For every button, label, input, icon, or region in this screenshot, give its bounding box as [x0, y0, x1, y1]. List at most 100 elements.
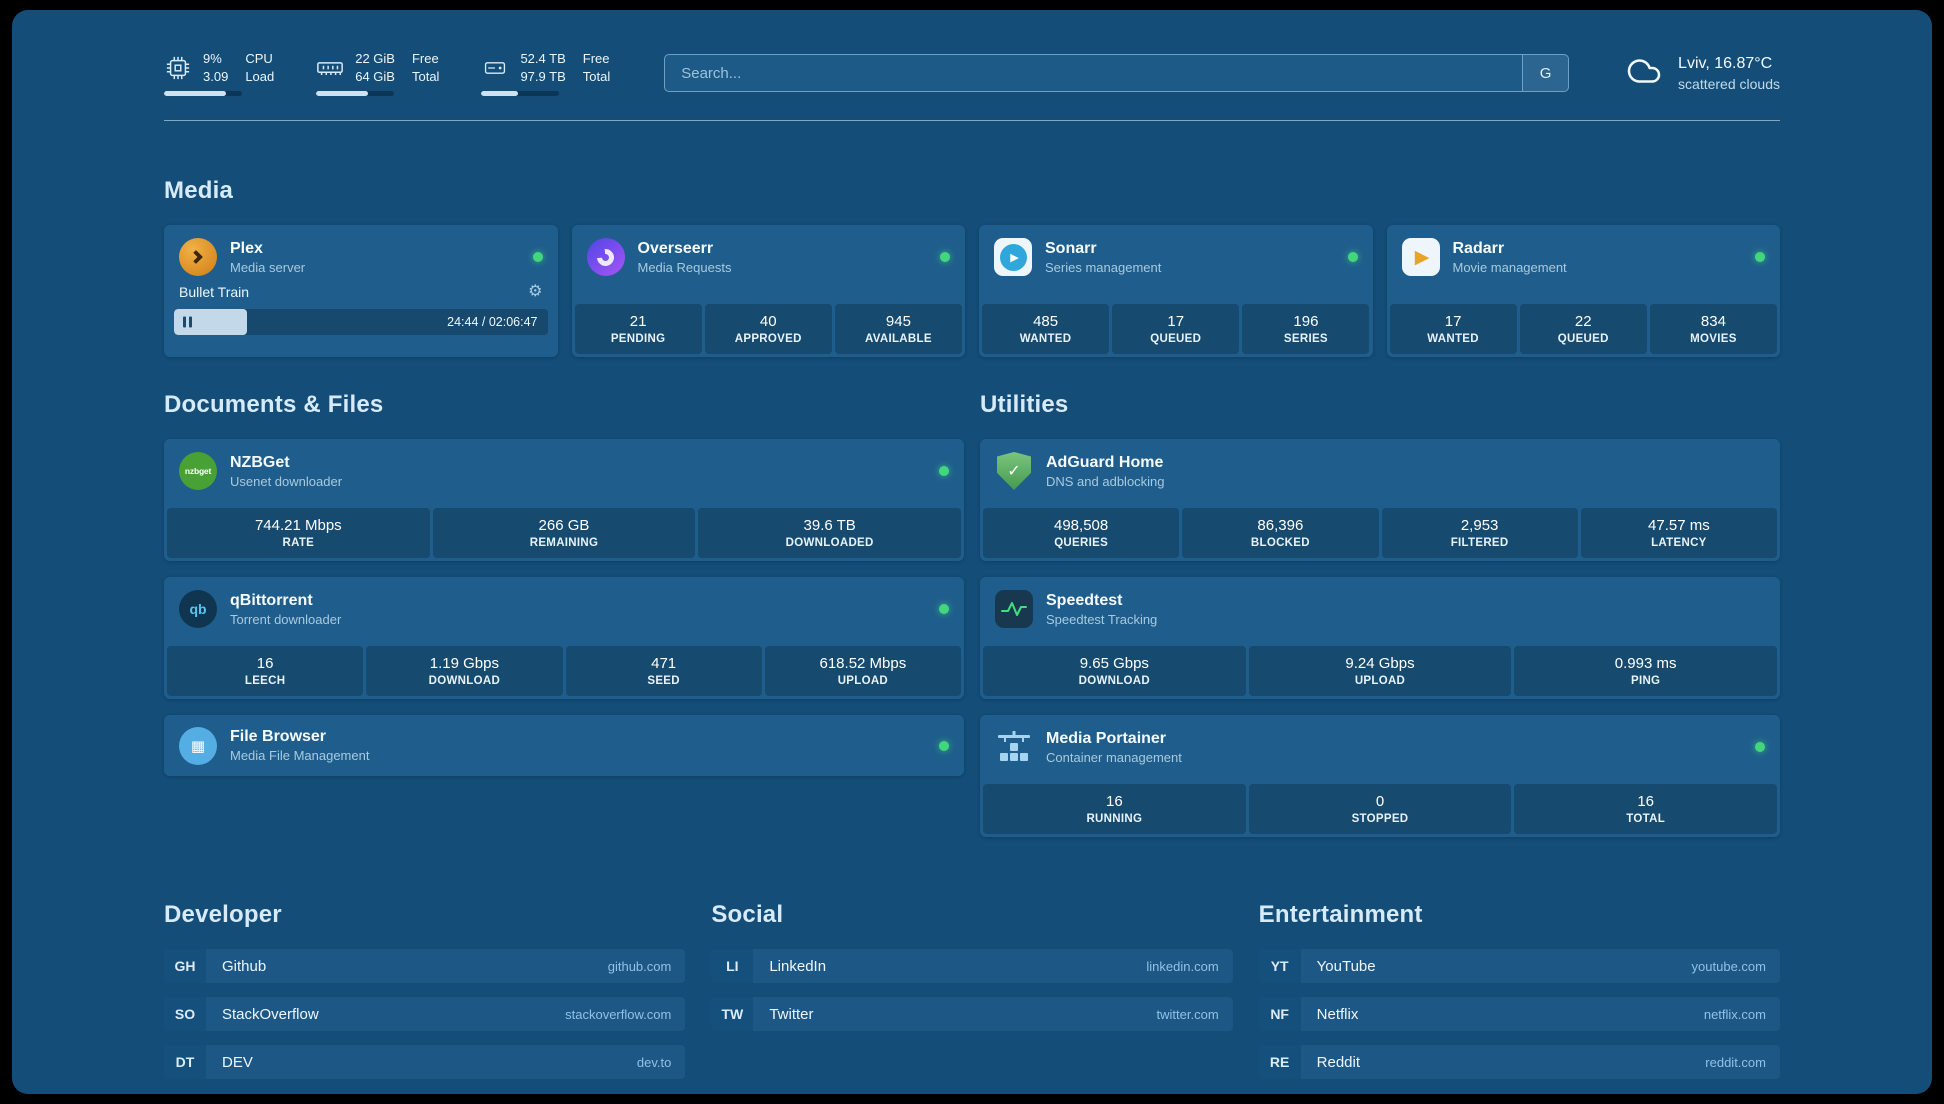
bookmark-url: youtube.com [1691, 958, 1766, 974]
nzbget-icon: nzbget [179, 452, 217, 490]
stat-tile: 196 SERIES [1242, 304, 1370, 354]
status-dot [1755, 742, 1765, 752]
bookmark-dev[interactable]: DT DEV dev.to [164, 1045, 686, 1079]
stat-value: 471 [651, 655, 677, 672]
stat-label: UPLOAD [837, 675, 889, 687]
cpu-monitor: 9% 3.09 CPU Load [164, 50, 274, 96]
weather-condition: scattered clouds [1678, 75, 1780, 92]
now-playing-title: Bullet Train [179, 284, 250, 300]
stat-tile: 485 WANTED [982, 304, 1110, 354]
stat-tile: 1.19 Gbps DOWNLOAD [366, 646, 563, 696]
cpu-icon [164, 55, 192, 81]
adguard-icon: ✓ [995, 452, 1033, 490]
seek-bar[interactable]: 24:44 / 02:06:47 [174, 309, 548, 335]
section-title-media: Media [164, 177, 234, 204]
overseerr-card[interactable]: Overseerr Media Requests 21 PENDING 40 APP… [571, 225, 965, 357]
app-name: AdGuard Home [1046, 453, 1164, 471]
stat-tile: 266 GB REMAINING [432, 508, 696, 558]
bookmark-github[interactable]: GH Github github.com [164, 949, 686, 983]
app-name: Overseerr [637, 239, 714, 257]
stat-tile: 834 MOVIES [1649, 304, 1777, 354]
radarr-card[interactable]: ▶ Radarr Movie management 17 WANTED 22 QUE… [1386, 225, 1780, 357]
stat-label: REMAINING [529, 537, 599, 549]
bookmark-twitter[interactable]: TW Twitter twitter.com [711, 997, 1233, 1031]
section-title-developer: Developer [164, 901, 282, 928]
disk-icon [481, 56, 509, 80]
stat-tile: 498,508 QUERIES [983, 508, 1180, 558]
section-title-entertainment: Entertainment [1258, 901, 1423, 928]
cpu-percent: 9% [203, 51, 222, 66]
bookmark-name: Twitter [769, 1005, 814, 1023]
bookmark-name: Reddit [1316, 1053, 1361, 1071]
portainer-card[interactable]: Media Portainer Container management 16 R… [980, 715, 1780, 837]
overseerr-icon [586, 238, 625, 276]
bookmark-abbr: DT [164, 1045, 206, 1079]
stat-value: 16 [1637, 793, 1654, 810]
stat-tile: 21 PENDING [574, 304, 702, 354]
bookmark-name: Github [222, 957, 267, 975]
bookmark-url: twitter.com [1156, 1006, 1219, 1022]
bookmark-name: YouTube [1316, 957, 1376, 975]
radarr-icon: ▶ [1401, 238, 1440, 276]
bookmark-netflix[interactable]: NF Netflix netflix.com [1258, 997, 1780, 1031]
speedtest-icon [995, 590, 1033, 628]
stat-label: SERIES [1283, 333, 1328, 345]
status-dot [532, 252, 543, 262]
app-subtitle: Usenet downloader [230, 473, 343, 489]
stat-value: 485 [1033, 313, 1059, 330]
bookmark-reddit[interactable]: RE Reddit reddit.com [1258, 1045, 1780, 1079]
stat-tile: 9.24 Gbps UPLOAD [1248, 646, 1512, 696]
stat-label: QUEUED [1557, 333, 1609, 345]
stat-value: 16 [256, 655, 274, 672]
stat-label: STOPPED [1351, 813, 1409, 825]
disk-monitor: 52.4 TB 97.9 TB Free Total [481, 50, 610, 96]
stat-label: FILTERED [1450, 537, 1509, 549]
stat-tile: 22 QUEUED [1519, 304, 1647, 354]
stat-label: RUNNING [1086, 813, 1143, 825]
stat-value: 196 [1293, 313, 1319, 330]
playback-time: 24:44 / 02:06:47 [447, 315, 538, 329]
adguard-card[interactable]: ✓ AdGuard Home DNS and adblocking 498,50… [980, 439, 1780, 561]
bookmark-name: LinkedIn [769, 957, 827, 975]
cloud-icon [1623, 53, 1665, 94]
gear-icon[interactable]: ⚙ [528, 283, 543, 300]
bookmark-abbr: TW [711, 997, 754, 1031]
stat-value: 9.24 Gbps [1345, 655, 1415, 672]
bookmark-url: dev.to [636, 1054, 672, 1070]
stat-tile: 471 SEED [565, 646, 762, 696]
bookmark-url: stackoverflow.com [565, 1006, 672, 1022]
weather-widget: Lviv, 16.87°C scattered clouds [1623, 53, 1780, 94]
stat-value: 17 [1444, 313, 1462, 330]
bookmark-youtube[interactable]: YT YouTube youtube.com [1258, 949, 1780, 983]
stat-tile: 47.57 ms LATENCY [1580, 508, 1777, 558]
qbittorrent-icon: qb [179, 590, 217, 628]
stat-label: AVAILABLE [865, 333, 932, 345]
weather-location: Lviv, 16.87°C [1678, 54, 1773, 72]
bookmark-abbr: RE [1258, 1045, 1301, 1079]
qbittorrent-card[interactable]: qb qBittorrent Torrent downloader 16 LEEC… [164, 577, 964, 699]
bookmark-stackoverflow[interactable]: SO StackOverflow stackoverflow.com [164, 997, 686, 1031]
bookmark-linkedin[interactable]: LI LinkedIn linkedin.com [711, 949, 1233, 983]
bookmark-name: Netflix [1316, 1005, 1359, 1023]
bookmark-url: reddit.com [1705, 1054, 1766, 1070]
sonarr-card[interactable]: ▶ Sonarr Series management 485 WANTED 17 Q… [979, 225, 1373, 357]
search-input[interactable] [665, 55, 1523, 91]
stat-label: PING [1630, 675, 1661, 687]
app-subtitle: Media File Management [230, 748, 370, 763]
disk-usage-bar [481, 91, 560, 96]
stat-value: 16 [1105, 793, 1123, 810]
search-engine-button[interactable]: G [1522, 55, 1569, 91]
pause-button[interactable] [183, 316, 192, 328]
app-name: NZBGet [230, 453, 290, 471]
app-subtitle: Media server [230, 259, 306, 275]
speedtest-card[interactable]: Speedtest Speedtest Tracking 9.65 Gbps DO… [980, 577, 1780, 699]
stat-value: 47.57 ms [1648, 517, 1710, 534]
section-title-utilities: Utilities [980, 391, 1069, 418]
plex-card[interactable]: Plex Media server Bullet Train ⚙ 24:44 /… [164, 225, 558, 357]
nzbget-card[interactable]: nzbget NZBGet Usenet downloader 744.21 M… [164, 439, 964, 561]
filebrowser-card[interactable]: ▦ File Browser Media File Management [164, 715, 964, 776]
system-monitors: 9% 3.09 CPU Load [164, 50, 610, 96]
cpu-label: CPU [245, 51, 273, 66]
stat-label: QUERIES [1054, 537, 1109, 549]
ram-monitor: 22 GiB 64 GiB Free Total [316, 50, 439, 96]
